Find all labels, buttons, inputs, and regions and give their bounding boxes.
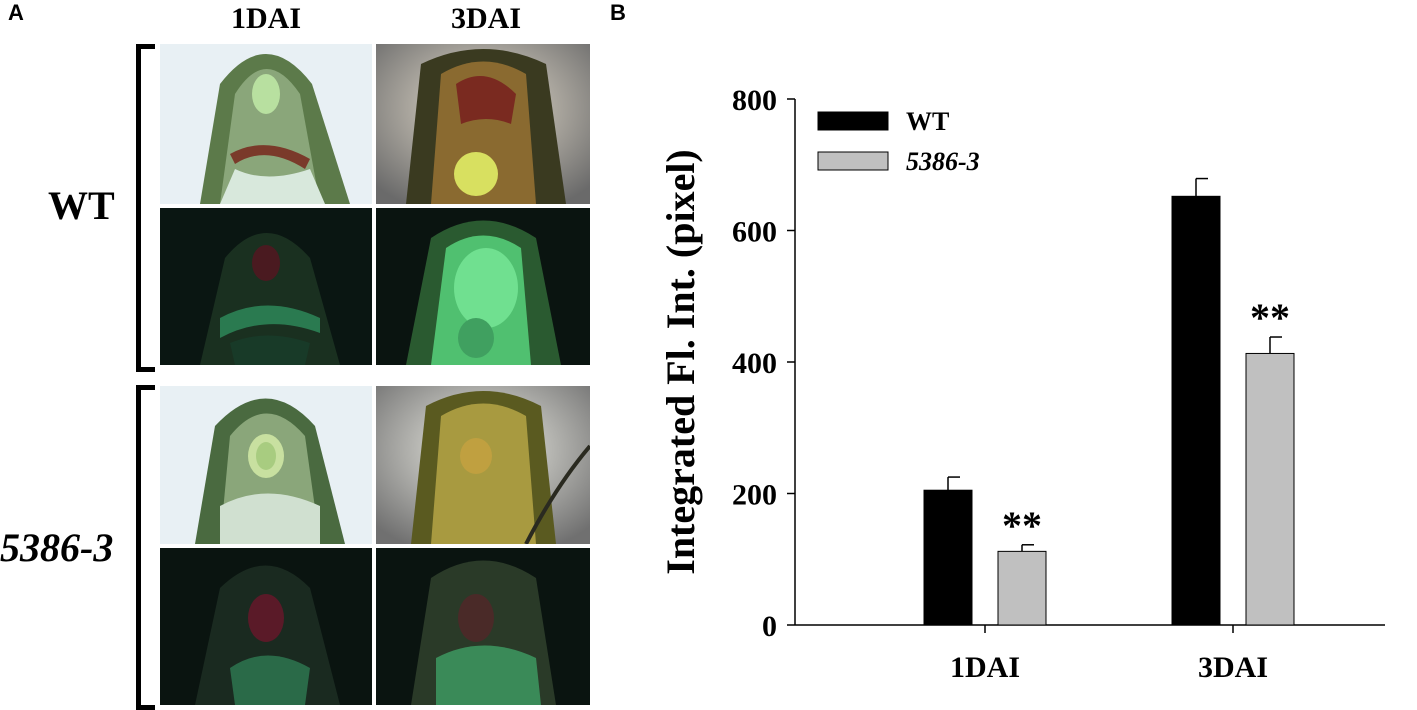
- mutant-1dai-fluorescence-image: [160, 548, 372, 705]
- wt-3dai-brightfield-image: [376, 44, 590, 204]
- wt-3dai-fluorescence-image: [376, 208, 590, 365]
- y-tick-label-2: 400: [732, 347, 777, 380]
- bar-5386-3-3DAI: [1245, 352, 1295, 626]
- wt-bracket: [136, 44, 155, 372]
- bar-WT-1DAI: [923, 489, 973, 626]
- row-label-mutant: 5386-3: [0, 525, 114, 570]
- y-tick-label-1: 200: [732, 479, 777, 512]
- legend-swatch-1: [817, 151, 889, 171]
- bar-5386-3-1DAI: [997, 550, 1047, 626]
- mutant-1dai-brightfield-image: [160, 386, 372, 544]
- row-label-wt: WT: [48, 183, 115, 228]
- panel-a-letter: A: [8, 0, 24, 25]
- y-axis-label: Integrated Fl. Int. (pixel): [658, 149, 703, 575]
- legend-label-1: 5386-3: [906, 147, 980, 176]
- x-tick-label-0: 1DAI: [950, 651, 1020, 684]
- wt-1dai-fluorescence-image: [160, 208, 372, 365]
- bar-WT-3DAI: [1171, 195, 1221, 626]
- mutant-3dai-brightfield-image: [376, 386, 590, 544]
- legend-label-0: WT: [906, 107, 949, 136]
- y-tick-label-4: 800: [732, 84, 777, 117]
- mutant-bracket: [136, 385, 155, 710]
- column-label-1dai: 1DAI: [230, 2, 301, 35]
- significance-label-1: **: [1250, 295, 1290, 340]
- significance-label-0: **: [1002, 503, 1042, 548]
- mutant-3dai-fluorescence-image: [376, 548, 590, 705]
- legend-swatch-0: [817, 111, 889, 131]
- x-tick-label-1: 3DAI: [1198, 651, 1268, 684]
- y-tick-label-3: 600: [732, 216, 777, 249]
- column-label-3dai: 3DAI: [450, 2, 521, 35]
- panel-b-letter: B: [610, 0, 626, 25]
- wt-1dai-brightfield-image: [160, 44, 372, 204]
- y-tick-label-0: 0: [762, 610, 777, 643]
